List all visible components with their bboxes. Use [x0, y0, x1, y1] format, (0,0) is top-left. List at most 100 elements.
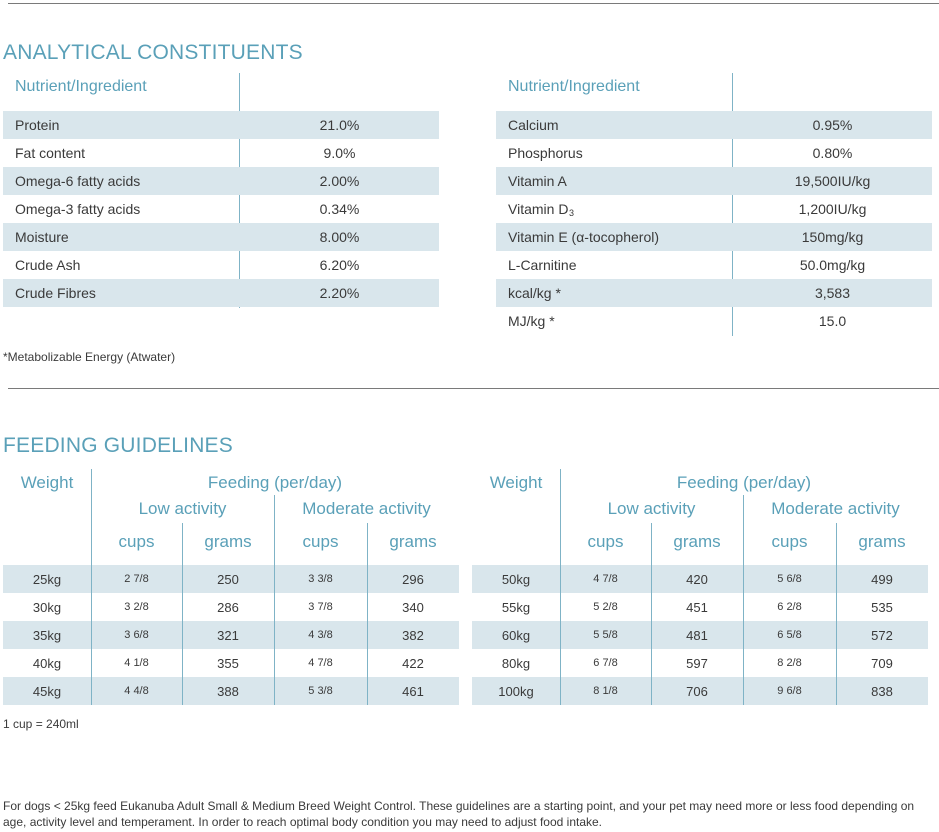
moderate-grams-cell: 340 — [402, 600, 424, 615]
moderate-grams-cell: 535 — [871, 600, 893, 615]
low-grams-cell: 420 — [686, 572, 708, 587]
table-row: 55kg 5 2/8 451 6 2/8 535 — [472, 593, 928, 621]
top-divider — [8, 3, 939, 4]
moderate-cups-cell: 6 5/8 — [777, 629, 802, 641]
low-cups-cell: 5 2/8 — [593, 601, 618, 613]
moderate-cups-cell: 4 7/8 — [308, 657, 333, 669]
column-header-feeding: Feeding (per/day) — [676, 473, 812, 492]
column-divider — [743, 495, 744, 705]
weight-cell: 60kg — [501, 628, 531, 643]
nutrient-value: 2.00% — [319, 173, 360, 189]
nutrient-value: 3,583 — [814, 285, 851, 301]
nutrient-name: Protein — [15, 117, 60, 133]
nutrient-value: 0.34% — [319, 201, 360, 217]
table-row: 35kg 3 6/8 321 4 3/8 382 — [3, 621, 459, 649]
table-row: Vitamin D 3 1,200IU/kg — [496, 195, 932, 223]
nutrient-value: 150mg/kg — [801, 229, 864, 245]
energy-footnote: *Metabolizable Energy (Atwater) — [3, 350, 176, 364]
column-header-grams: grams — [858, 532, 906, 551]
nutrient-value: 8.00% — [319, 229, 360, 245]
low-cups-cell: 5 5/8 — [593, 629, 618, 641]
low-grams-cell: 597 — [686, 656, 708, 671]
nutrient-value: 21.0% — [319, 117, 360, 133]
table-row: 30kg 3 2/8 286 3 7/8 340 — [3, 593, 459, 621]
column-divider — [651, 523, 652, 705]
nutrient-name: Fat content — [15, 145, 86, 161]
low-cups-cell: 8 1/8 — [593, 685, 618, 697]
column-divider — [560, 469, 561, 705]
table-row: Vitamin A 19,500IU/kg — [496, 167, 932, 195]
weight-cell: 25kg — [32, 572, 62, 587]
nutrient-value: 6.20% — [319, 257, 360, 273]
low-grams-cell: 388 — [217, 684, 239, 699]
table-header: Nutrient/Ingredient — [3, 73, 439, 111]
nutrient-value: 19,500IU/kg — [794, 173, 871, 189]
low-grams-cell: 706 — [686, 684, 708, 699]
column-header-grams: grams — [673, 532, 721, 551]
table-row: 60kg 5 5/8 481 6 5/8 572 — [472, 621, 928, 649]
nutrient-value: 1,200IU/kg — [798, 201, 867, 217]
column-header-weight: Weight — [489, 473, 543, 492]
column-header-weight: Weight — [20, 473, 74, 492]
table-row: 25kg 2 7/8 250 3 3/8 296 — [3, 565, 459, 593]
nutrient-name: Crude Fibres — [15, 285, 96, 301]
nutrient-name: Omega-6 fatty acids — [15, 173, 141, 189]
moderate-cups-cell: 3 7/8 — [308, 601, 333, 613]
feeding-footer-text: For dogs < 25kg feed Eukanuba Adult Smal… — [3, 799, 915, 829]
moderate-grams-cell: 572 — [871, 628, 893, 643]
low-cups-cell: 6 7/8 — [593, 657, 618, 669]
nutrient-name: Crude Ash — [15, 257, 81, 273]
column-divider — [91, 469, 92, 705]
column-divider — [274, 495, 275, 705]
nutrient-value: 9.0% — [323, 145, 356, 161]
moderate-grams-cell: 422 — [402, 656, 424, 671]
moderate-cups-cell: 9 6/8 — [777, 685, 802, 697]
moderate-grams-cell: 382 — [402, 628, 424, 643]
table-row: Moisture 8.00% — [3, 223, 439, 251]
table-row: MJ/kg * 15.0 — [496, 307, 932, 335]
table-row: Omega-6 fatty acids 2.00% — [3, 167, 439, 195]
low-grams-cell: 286 — [217, 600, 239, 615]
nutrient-value: 2.20% — [319, 285, 360, 301]
low-cups-cell: 4 7/8 — [593, 573, 618, 585]
low-cups-cell: 4 1/8 — [124, 657, 149, 669]
column-divider — [836, 523, 837, 705]
low-grams-cell: 451 — [686, 600, 708, 615]
column-header-cups: cups — [302, 532, 339, 551]
weight-cell: 100kg — [498, 684, 534, 699]
low-cups-cell: 3 6/8 — [124, 629, 149, 641]
table-row: Omega-3 fatty acids 0.34% — [3, 195, 439, 223]
moderate-grams-cell: 709 — [871, 656, 893, 671]
table-row: Calcium 0.95% — [496, 111, 932, 139]
column-header-cups: cups — [587, 532, 624, 551]
column-header-moderate-activity: Moderate activity — [771, 499, 900, 518]
nutrient-name: Moisture — [15, 229, 69, 245]
moderate-cups-cell: 4 3/8 — [308, 629, 333, 641]
column-header-low-activity: Low activity — [138, 499, 227, 518]
low-cups-cell: 3 2/8 — [124, 601, 149, 613]
analytical-table-left: Nutrient/Ingredient Protein 21.0% Fat cont… — [3, 73, 439, 308]
feeding-title: FEEDING GUIDELINES — [3, 434, 233, 457]
table-row: 45kg 4 4/8 388 5 3/8 461 — [3, 677, 459, 705]
table-row: kcal/kg * 3,583 — [496, 279, 932, 307]
moderate-cups-cell: 8 2/8 — [777, 657, 802, 669]
low-grams-cell: 250 — [217, 572, 239, 587]
moderate-cups-cell: 6 2/8 — [777, 601, 802, 613]
moderate-cups-cell: 5 3/8 — [308, 685, 333, 697]
cup-note: 1 cup = 240ml — [3, 717, 79, 731]
nutrient-name: MJ/kg * — [508, 313, 555, 329]
column-header-grams: grams — [389, 532, 437, 551]
weight-cell: 40kg — [32, 656, 62, 671]
table-row: Crude Fibres 2.20% — [3, 279, 439, 307]
nutrient-value: 15.0 — [818, 313, 847, 329]
column-header-low-activity: Low activity — [607, 499, 696, 518]
nutrient-name: L-Carnitine — [508, 257, 577, 273]
column-header-feeding: Feeding (per/day) — [207, 473, 343, 492]
column-header-cups: cups — [118, 532, 155, 551]
column-header-nutrient: Nutrient/Ingredient — [15, 78, 147, 95]
moderate-cups-cell: 3 3/8 — [308, 573, 333, 585]
low-grams-cell: 355 — [217, 656, 239, 671]
nutrient-name: Vitamin A — [508, 173, 567, 189]
moderate-grams-cell: 838 — [871, 684, 893, 699]
table-row: 100kg 8 1/8 706 9 6/8 838 — [472, 677, 928, 705]
